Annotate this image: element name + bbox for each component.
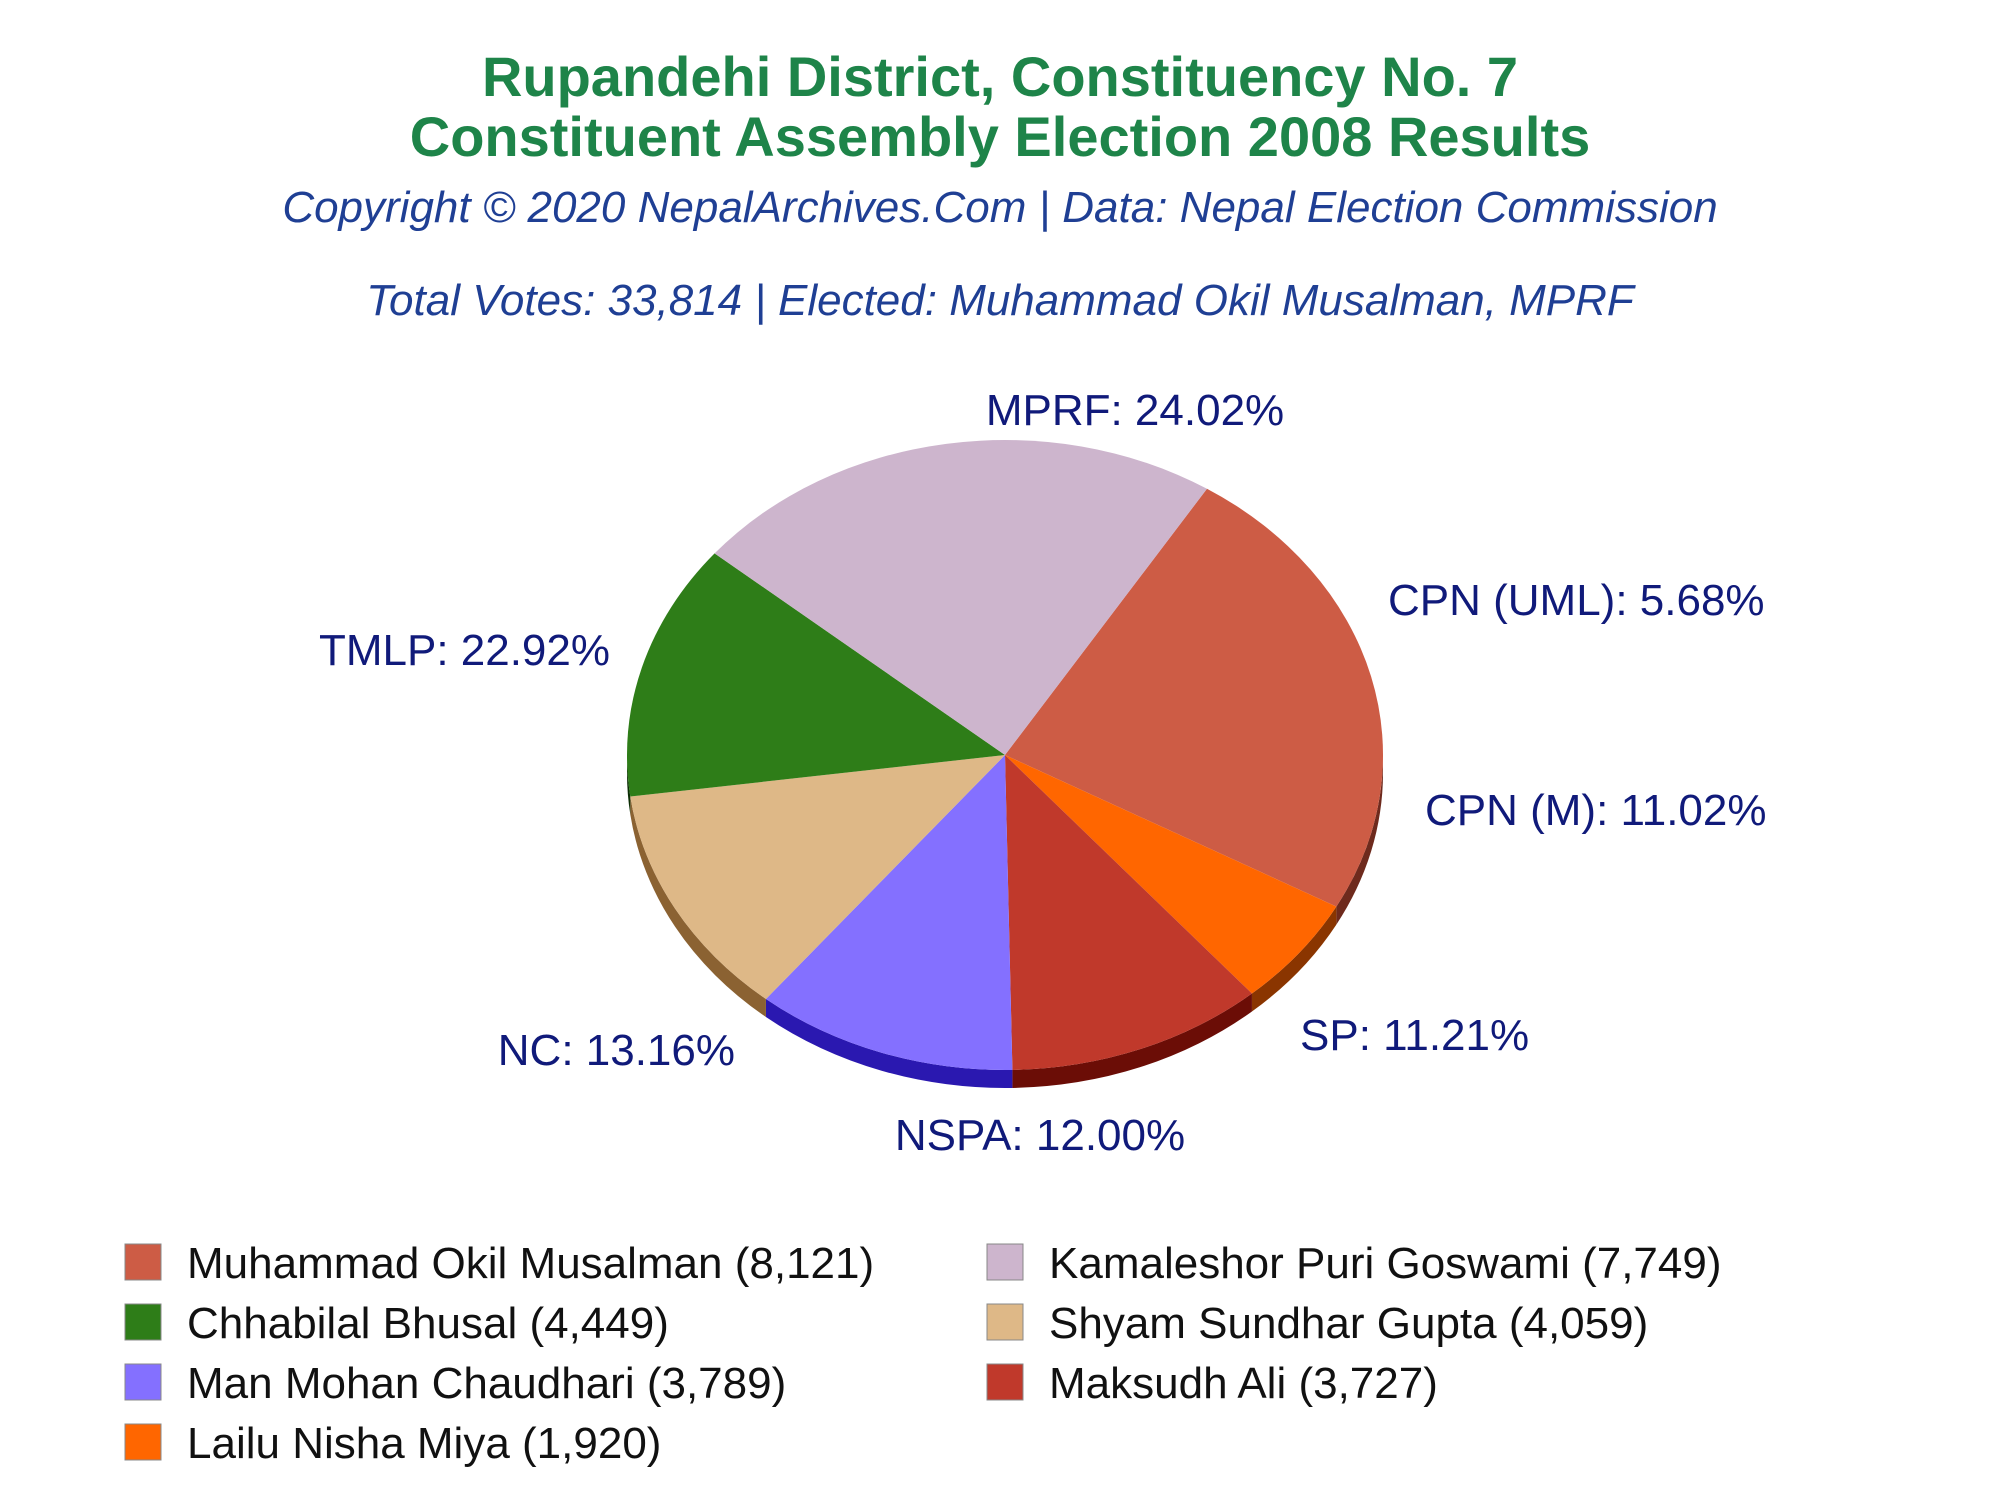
pie-slice-side-0	[1336, 755, 1383, 925]
legend-swatch-1	[986, 1243, 1024, 1281]
pie-slice-6	[714, 440, 1207, 755]
legend-label-5: Maksudh Ali (3,727)	[1049, 1359, 1438, 1408]
legend-label-4: Man Mohan Chaudhari (3,789)	[187, 1359, 786, 1408]
pie-slice-side-1	[1251, 906, 1337, 1012]
pie-slice-labels: MPRF: 24.02% CPN (UML): 5.68% CPN (M): 11.…	[319, 386, 1767, 1160]
pie-slice-0	[1005, 488, 1383, 907]
chart-subtitle: Copyright © 2020 NepalArchives.Com | Dat…	[282, 183, 1717, 232]
pie-slice-2	[1005, 755, 1252, 1070]
pie-slice-side-5	[627, 755, 631, 815]
pie-slice-side-2	[1012, 993, 1252, 1088]
slice-label-0: MPRF: 24.02%	[986, 386, 1284, 435]
slice-label-5: NC: 13.16%	[498, 1026, 735, 1075]
legend-swatch-6	[124, 1423, 162, 1461]
slice-label-2: CPN (M): 11.02%	[1425, 786, 1767, 835]
pie-slice-3	[765, 755, 1013, 1070]
chart-title-line-2: Constituent Assembly Election 2008 Resul…	[410, 105, 1590, 168]
legend-swatch-0	[124, 1243, 162, 1281]
legend-label-0: Muhammad Okil Musalman (8,121)	[187, 1239, 874, 1288]
pie-slice-5	[627, 553, 1005, 797]
pie-slice-4	[630, 755, 1005, 1000]
chart-title-line-1: Rupandehi District, Constituency No. 7	[482, 45, 1518, 108]
legend-label-1: Kamaleshor Puri Goswami (7,749)	[1049, 1239, 1721, 1288]
chart-summary: Total Votes: 33,814 | Elected: Muhammad …	[366, 276, 1636, 325]
pie-slice-side-4	[630, 796, 766, 1018]
pie-slice-side-3	[765, 999, 1013, 1089]
slice-label-3: SP: 11.21%	[1300, 1011, 1529, 1060]
legend-swatch-5	[986, 1363, 1024, 1401]
pie-slice-1	[1005, 755, 1337, 994]
legend: Muhammad Okil Musalman (8,121) Kamaleshor…	[124, 1239, 1721, 1468]
legend-label-2: Chhabilal Bhusal (4,449)	[187, 1299, 669, 1348]
legend-swatch-2	[124, 1303, 162, 1341]
slice-label-1: CPN (UML): 5.68%	[1388, 576, 1765, 625]
slice-label-4: NSPA: 12.00%	[895, 1111, 1185, 1160]
slice-label-6: TMLP: 22.92%	[319, 626, 610, 675]
pie-slices	[627, 440, 1383, 1070]
legend-swatch-3	[986, 1303, 1024, 1341]
legend-label-6: Lailu Nisha Miya (1,920)	[187, 1419, 661, 1468]
pie-depth-layer	[627, 755, 1383, 1089]
legend-swatch-4	[124, 1363, 162, 1401]
legend-label-3: Shyam Sundhar Gupta (4,059)	[1049, 1299, 1648, 1348]
